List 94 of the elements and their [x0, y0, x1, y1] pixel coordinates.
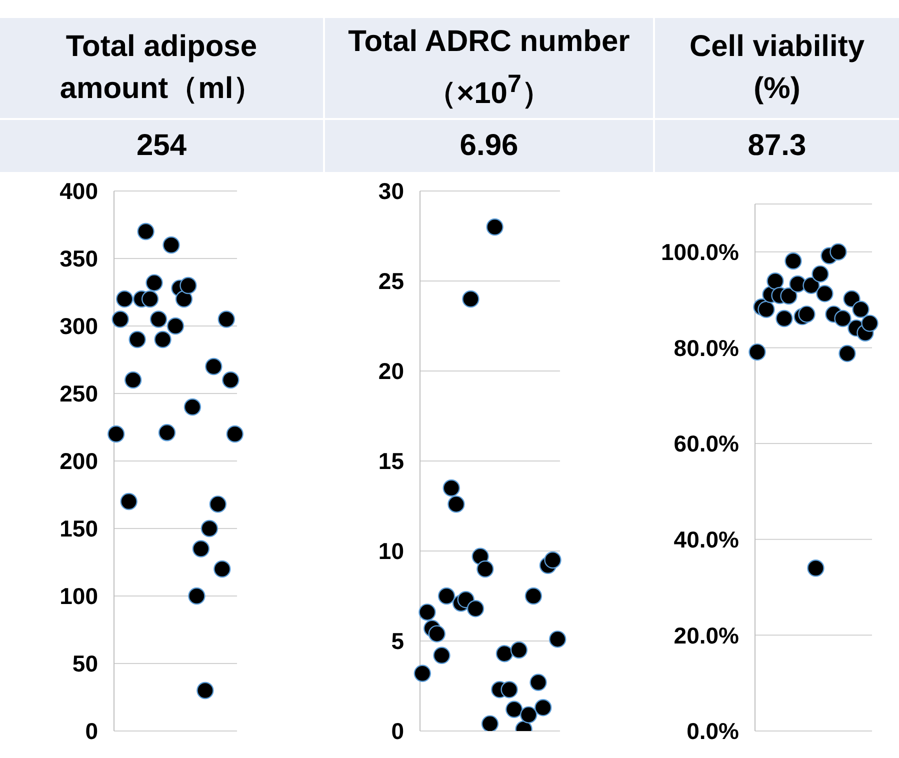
y-tick-label: 50 [72, 650, 98, 677]
y-tick-label: 300 [60, 313, 98, 340]
y-tick-label: 40.0% [674, 526, 739, 553]
point [812, 265, 829, 283]
y-tick-label: 10 [378, 538, 404, 564]
point [534, 699, 552, 716]
point [146, 274, 163, 292]
point [226, 425, 244, 443]
point [861, 314, 878, 332]
point [128, 330, 146, 348]
point [481, 715, 499, 731]
point [776, 310, 793, 328]
y-tick-label: 100.0% [660, 239, 739, 266]
point [175, 290, 193, 308]
point [486, 218, 504, 236]
point [506, 700, 523, 718]
point [852, 300, 870, 318]
point [510, 641, 528, 659]
point [180, 276, 197, 294]
point [209, 496, 227, 513]
point [466, 600, 484, 618]
point [200, 520, 218, 538]
point [418, 604, 436, 621]
point [124, 371, 142, 389]
point [544, 551, 562, 569]
y-tick-label: 0 [85, 718, 98, 744]
point [162, 236, 180, 254]
point [112, 310, 129, 328]
point [108, 425, 125, 443]
point [414, 664, 432, 682]
chart-title: Total ADRC number （×10$^{7}$） [347, 24, 631, 112]
point [141, 290, 159, 308]
point [184, 398, 202, 416]
point [438, 587, 456, 605]
point [784, 252, 802, 270]
point [196, 682, 214, 700]
y-tick-label: 100 [60, 583, 98, 610]
y-tick-label: 20 [378, 358, 404, 384]
y-tick-label: 80.0% [674, 334, 739, 361]
chart-subtitle: 6.96 [325, 120, 655, 172]
point [116, 290, 134, 308]
y-tick-label: 400 [60, 178, 98, 204]
point [500, 681, 518, 698]
point [428, 625, 446, 642]
point [748, 343, 766, 361]
y-tick-label: 5 [391, 628, 404, 654]
y-tick-label: 15 [378, 448, 404, 474]
point [120, 492, 138, 510]
y-tick-label: 150 [60, 516, 98, 542]
point [192, 540, 210, 558]
point [218, 310, 235, 328]
point [798, 306, 816, 323]
point [766, 272, 784, 290]
point [524, 587, 542, 605]
point [530, 674, 547, 691]
point [158, 424, 176, 442]
y-tick-label: 0 [391, 718, 404, 744]
point [843, 290, 860, 308]
point [807, 560, 824, 577]
point [462, 290, 480, 308]
point [188, 587, 206, 605]
point [802, 276, 820, 294]
point [137, 222, 154, 240]
chart-subtitle: 87.3 [655, 120, 899, 172]
point [448, 496, 465, 513]
y-tick-label: 30 [378, 178, 404, 204]
y-tick-label: 60.0% [674, 430, 739, 457]
y-tick-label: 350 [60, 246, 98, 272]
point [780, 287, 798, 305]
y-tick-label: 250 [60, 380, 98, 407]
point [476, 560, 494, 578]
point [166, 317, 184, 335]
point [150, 310, 168, 328]
chart-title: Cell viability (%) [688, 29, 866, 107]
point [816, 284, 834, 302]
point [222, 371, 240, 389]
point [758, 300, 775, 318]
y-tick-label: 25 [378, 268, 404, 294]
point [830, 243, 847, 261]
y-tick-label: 20.0% [674, 622, 739, 648]
y-tick-label: 200 [60, 448, 98, 474]
point [154, 330, 172, 348]
point [834, 310, 852, 328]
y-tick-label: 0.0% [686, 718, 739, 744]
point [214, 560, 231, 578]
point [548, 630, 566, 648]
point [205, 358, 222, 376]
point [520, 706, 538, 724]
point [838, 344, 856, 362]
chart-subtitle: 254 [0, 120, 325, 172]
point [433, 646, 450, 664]
point [442, 479, 460, 497]
point [496, 645, 514, 662]
chart-title: Total adipose amount（ml） [58, 29, 264, 107]
